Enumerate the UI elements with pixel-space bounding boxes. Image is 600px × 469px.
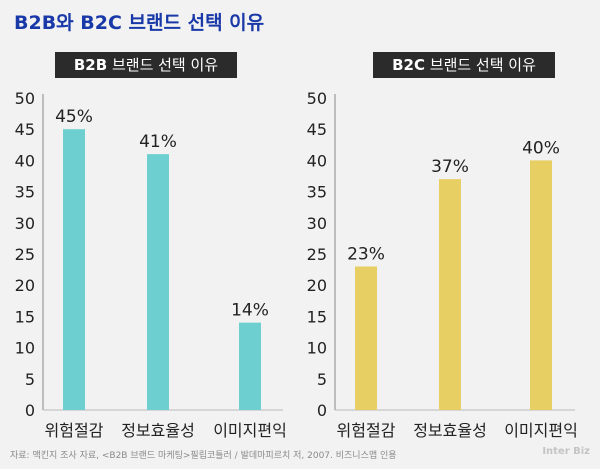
b2c-data-label: 23% (347, 244, 385, 264)
b2c-bar (355, 266, 377, 410)
b2c-data-label: 40% (522, 138, 560, 158)
b2b-y-tick-label: 35 (15, 183, 35, 202)
b2c-category-label: 정보효율성 (413, 421, 487, 440)
b2b-panel-title-bold: B2B (73, 56, 108, 74)
b2c-y-tick-label: 30 (307, 214, 327, 233)
b2b-bar (147, 154, 169, 410)
b2b-y-tick-label: 10 (15, 339, 35, 358)
b2c-panel-title-bold: B2C (392, 56, 425, 74)
b2b-y-tick-label: 40 (15, 151, 35, 170)
b2b-data-label: 45% (55, 107, 93, 127)
b2c-y-tick-label: 15 (307, 307, 327, 326)
b2c-y-tick-label: 25 (307, 245, 327, 264)
b2c-y-tick-label: 45 (307, 120, 327, 139)
b2b-category-label: 정보효율성 (121, 421, 195, 440)
interbiz-logo: Inter Biz (542, 446, 590, 457)
b2b-data-label: 14% (231, 301, 269, 321)
b2c-panel-title-rest: 브랜드 선택 이유 (429, 56, 536, 74)
b2c-category-label: 이미지편익 (504, 421, 578, 440)
b2b-bar (63, 129, 85, 410)
b2c-y-tick-label: 20 (307, 276, 327, 295)
b2b-y-tick-label: 30 (15, 214, 35, 233)
b2c-bar (530, 160, 552, 410)
b2b-bar (239, 322, 261, 410)
b2b-y-tick-label: 15 (15, 307, 35, 326)
b2c-y-tick-label: 0 (317, 401, 327, 420)
b2c-y-tick-label: 5 (317, 370, 327, 389)
b2b-category-label: 이미지편익 (213, 421, 287, 440)
b2b-panel-title: B2B 브랜드 선택 이유 (55, 52, 237, 78)
b2c-y-tick-label: 40 (307, 151, 327, 170)
b2c-bar (439, 179, 461, 410)
b2c-panel-title: B2C 브랜드 선택 이유 (373, 52, 555, 78)
b2b-category-label: 위험절감 (45, 421, 104, 440)
b2b-y-tick-label: 5 (25, 370, 35, 389)
b2b-panel-title-rest: 브랜드 선택 이유 (111, 56, 219, 74)
b2c-y-tick-label: 35 (307, 183, 327, 202)
b2b-y-tick-label: 50 (15, 89, 35, 108)
chart-title: B2B와 B2C 브랜드 선택 이유 (14, 12, 265, 34)
b2c-y-tick-label: 50 (307, 89, 327, 108)
b2c-category-label: 위험절감 (337, 421, 396, 440)
b2b-y-tick-label: 45 (15, 120, 35, 139)
source-note: 자료: 맥킨지 조사 자료, <B2B 브랜드 마케팅>필립코틀러 / 발데마피… (10, 451, 397, 461)
b2b-y-tick-label: 0 (25, 401, 35, 420)
b2b-y-tick-label: 25 (15, 245, 35, 264)
b2c-y-tick-label: 10 (307, 339, 327, 358)
b2c-data-label: 37% (431, 157, 469, 177)
b2b-y-tick-label: 20 (15, 276, 35, 295)
b2b-data-label: 41% (139, 132, 177, 152)
